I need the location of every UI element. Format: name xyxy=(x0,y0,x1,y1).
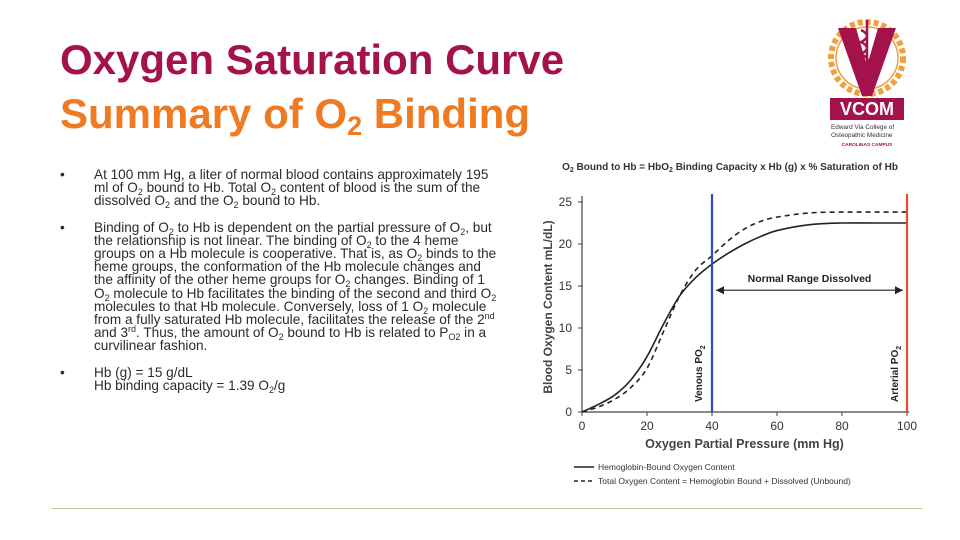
chart-formula: O2 Bound to Hb = HbO2 Binding Capacity x… xyxy=(530,162,930,174)
x-tick-label: 60 xyxy=(770,419,784,433)
logo-name-box xyxy=(830,98,904,120)
text-run: molecule from a fully saturated Hb molec… xyxy=(94,298,487,328)
text-run: 2 xyxy=(417,253,423,264)
arterial-po2-label: Arterial PO2 xyxy=(890,346,903,402)
subtitle-suffix: Binding xyxy=(362,90,531,137)
subtitle-prefix: Summary of O xyxy=(60,90,348,137)
text-run: 2 xyxy=(104,292,110,303)
x-tick-label: 40 xyxy=(705,419,719,433)
slide-title: Oxygen Saturation Curve xyxy=(60,36,565,83)
caduceus-icon xyxy=(858,20,870,76)
text-run: in a curvilinear fashion. xyxy=(94,325,487,354)
text-run: 2 xyxy=(233,200,239,211)
bullet-list: At 100 mm Hg, a liter of normal blood co… xyxy=(60,168,500,405)
text-run: Hb (g) = 15 g/dL xyxy=(94,364,193,380)
text-run: bound to Hb. Total O xyxy=(142,180,272,196)
logo-line1: Edward Via College of xyxy=(831,124,894,131)
text-run: nd xyxy=(484,311,495,322)
text-run: At 100 mm Hg, a liter of normal blood co… xyxy=(94,167,489,196)
text-run: 2 xyxy=(345,279,351,290)
text-run: bound to Hb. xyxy=(238,193,321,209)
oxygen-content-chart: 0 20 40 60 80 100 0 5 10 15 20 25 Oxygen Partial Pre… xyxy=(541,194,917,486)
vcom-logo: VCOM Edward Via College of Osteopathic M… xyxy=(828,19,906,148)
logo-campus: CAROLINAS CAMPUS xyxy=(842,142,893,148)
x-axis-label: Oxygen Partial Pressure (mm Hg) xyxy=(645,437,844,451)
text-run: molecule to Hb facilitates the binding o… xyxy=(109,285,492,301)
text-run: 2 xyxy=(491,292,497,303)
text-run: 2 xyxy=(569,167,574,174)
text-run: Binding Capacity x Hb (g) x % Saturation… xyxy=(672,162,898,173)
text-run: 2 xyxy=(669,167,673,174)
total-oxygen-curve xyxy=(581,211,907,413)
y-tick-label: 0 xyxy=(565,405,572,419)
logo-name: VCOM xyxy=(840,99,894,119)
y-tick-label: 10 xyxy=(559,321,573,335)
y-axis-label: Blood Oxygen Content mL/dL) xyxy=(541,220,555,393)
po2-subscript: 2 xyxy=(700,345,707,349)
text-run: 2 xyxy=(271,187,277,198)
text-run: Bound to Hb = HbO xyxy=(573,162,670,173)
x-tick-label: 0 xyxy=(579,419,586,433)
text-run: molecules to that Hb molecule. Conversel… xyxy=(94,298,424,314)
y-tick-label: 5 xyxy=(565,363,572,377)
text-run: and 3 xyxy=(94,325,129,341)
y-tick-label: 20 xyxy=(559,237,573,251)
logo-line2: Osteopathic Medicine xyxy=(831,132,893,139)
subtitle-subscript: 2 xyxy=(347,111,363,141)
text-run: binds to the heme groups, the conformati… xyxy=(94,246,497,288)
text-run: . Thus, the amount of O xyxy=(136,325,279,341)
bullet-item: At 100 mm Hg, a liter of normal blood co… xyxy=(60,167,500,211)
text-run: and the O xyxy=(170,193,234,209)
venous-po2-label: Venous PO2 xyxy=(694,345,707,402)
text-run: Hb binding capacity = 1.39 O xyxy=(94,377,269,393)
text-run: changes. Binding of 1 O xyxy=(94,272,485,301)
footer-divider xyxy=(52,508,922,509)
text-run: 2 xyxy=(423,305,429,316)
x-tick-label: 20 xyxy=(640,419,654,433)
slide-subtitle: Summary of O2 Binding xyxy=(60,90,530,142)
v-shape-icon xyxy=(838,28,896,96)
text-run: 2 xyxy=(168,226,174,237)
arrow-right-head xyxy=(895,286,903,295)
text-run: rd xyxy=(128,324,137,335)
text-run: Binding of O xyxy=(94,219,169,235)
text-run: to the 4 heme groups on a Hb molecule is… xyxy=(94,232,459,262)
text-run: /g xyxy=(273,377,286,393)
arrow-left-head xyxy=(716,286,724,295)
text-run: 2 xyxy=(460,226,466,237)
y-tick-label: 25 xyxy=(559,195,573,209)
text-run: 2 xyxy=(165,200,171,211)
normal-range-label: Normal Range Dissolved xyxy=(748,273,872,285)
text-run: 2 xyxy=(366,239,372,250)
legend-label: Total Oxygen Content = Hemoglobin Bound … xyxy=(598,476,851,486)
legend-label: Hemoglobin-Bound Oxygen Content xyxy=(598,462,735,472)
x-tick-label: 80 xyxy=(835,419,849,433)
hemoglobin-bound-curve xyxy=(581,222,907,413)
text-run: bound to Hb is related to P xyxy=(283,325,449,341)
y-tick-label: 15 xyxy=(559,279,573,293)
text-run: O2 xyxy=(448,332,461,343)
text-run: content of blood is the sum of the disso… xyxy=(94,180,481,209)
x-tick-label: 100 xyxy=(897,419,917,433)
text-run: , but the relationship is not linear. Th… xyxy=(94,219,492,248)
po2-subscript: 2 xyxy=(896,346,903,350)
text-run: O xyxy=(562,162,570,173)
bullet-item: Binding of O2 to Hb is dependent on the … xyxy=(60,219,500,354)
text-run: 2 xyxy=(137,187,143,198)
text-run: 2 xyxy=(268,384,274,395)
text-run: to Hb is dependent on the partial pressu… xyxy=(173,219,461,235)
text-run: 2 xyxy=(278,332,284,343)
